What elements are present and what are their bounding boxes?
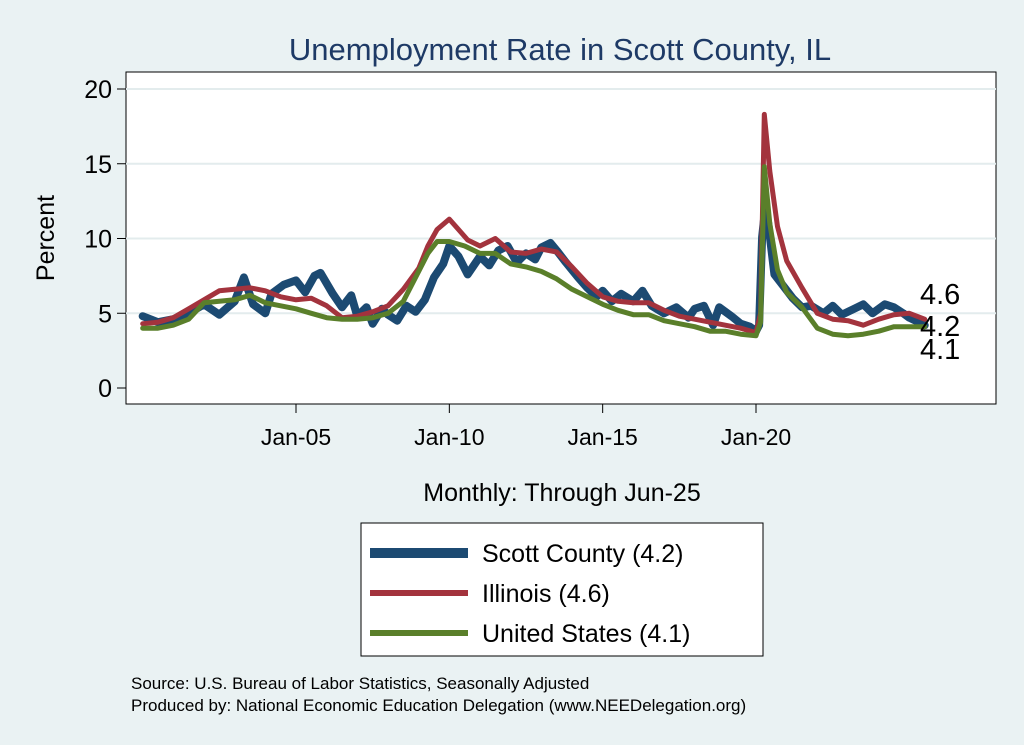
legend-label: Scott County (4.2)	[482, 540, 683, 568]
end-label: 4.2	[920, 311, 960, 343]
chart-title: Unemployment Rate in Scott County, IL	[289, 32, 831, 67]
end-labels: 4.24.6 4.1	[920, 279, 960, 366]
y-tick-label: 5	[98, 300, 112, 328]
y-axis-ticks: 0 5 10 15 20	[84, 76, 126, 403]
series-line-united-states	[140, 164, 928, 339]
x-tick-label: Jan-10	[414, 424, 484, 450]
legend-label: Illinois (4.6)	[482, 580, 610, 608]
x-tick-label: Jan-20	[721, 424, 791, 450]
y-axis-title: Percent	[32, 195, 60, 281]
series-line-illinois	[140, 111, 928, 336]
series-lines	[138, 111, 929, 339]
x-tick-label: Jan-05	[261, 424, 331, 450]
x-tick-label: Jan-15	[568, 424, 638, 450]
producer-note: Produced by: National Economic Education…	[131, 696, 746, 715]
end-label: 4.6	[920, 279, 960, 311]
x-axis-title: Monthly: Through Jun-25	[423, 479, 700, 507]
y-tick-label: 20	[84, 76, 112, 104]
y-tick-label: 10	[84, 226, 112, 254]
legend-label: United States (4.1)	[482, 620, 690, 648]
y-tick-label: 15	[84, 151, 112, 179]
end-label: 4.1	[920, 334, 960, 366]
legend: Scott County (4.2) Illinois (4.6) United S…	[360, 522, 764, 657]
y-tick-label: 0	[98, 375, 112, 403]
source-note: Source: U.S. Bureau of Labor Statistics,…	[131, 674, 589, 693]
x-axis-ticks: Jan-05 Jan-10 Jan-15 Jan-20	[261, 404, 791, 450]
